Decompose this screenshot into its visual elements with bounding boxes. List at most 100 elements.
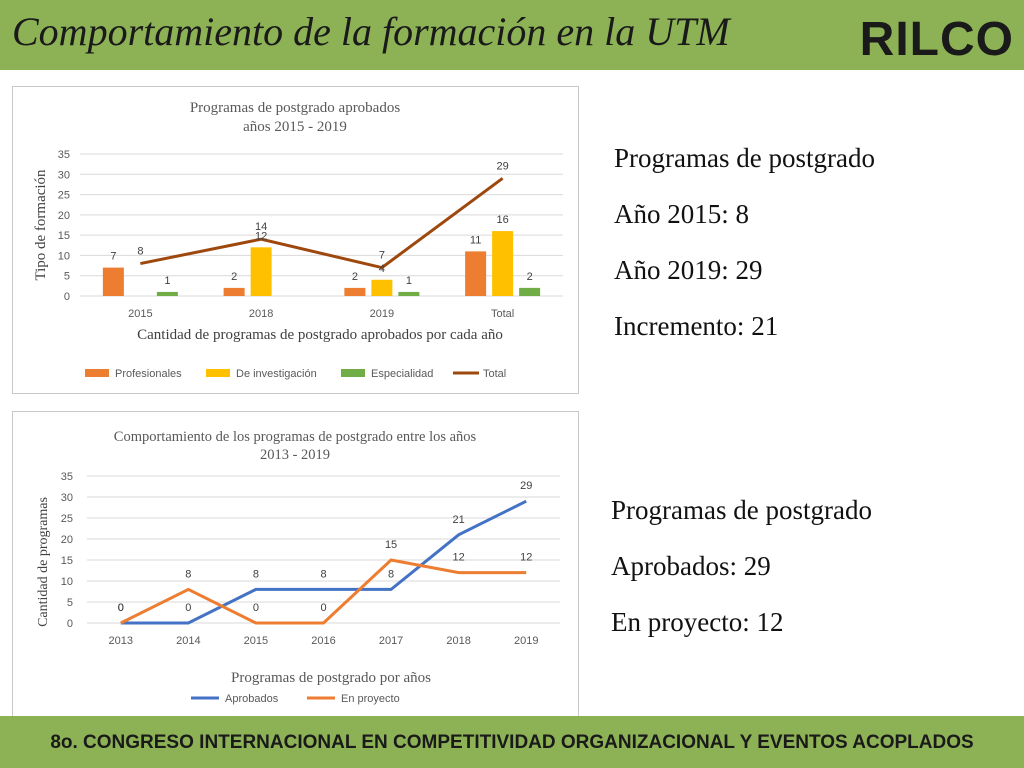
chart1-legend-label: Especialidad [371, 368, 433, 380]
chart1-bar-label: 11 [470, 234, 481, 246]
chart2-point-label: 15 [385, 539, 397, 551]
chart2-subtitle: 2013 - 2019 [260, 447, 330, 463]
chart1-xtick-label: 2019 [370, 308, 394, 320]
chart2-point-label: 8 [320, 568, 326, 580]
chart2-point-label: 0 [118, 602, 124, 614]
page-title: Comportamiento de la formación en la UTM [12, 9, 730, 54]
chart2-ytick-label: 35 [61, 471, 73, 483]
chart1-legend-label: Profesionales [115, 368, 182, 380]
chart2-point-label: 0 [320, 602, 326, 614]
summary-panel-1: Programas de postgrado Año 2015: 8 Año 2… [614, 130, 875, 354]
chart1-ytick-label: 0 [64, 291, 70, 303]
chart2-point-label: 8 [388, 568, 394, 580]
chart2-xtick-label: 2013 [109, 635, 133, 647]
chart2-xtick-label: 2015 [244, 635, 268, 647]
footer-text: 8o. CONGRESO INTERNACIONAL EN COMPETITIV… [50, 732, 974, 753]
summary-2-line-2: Aprobados: 29 [611, 551, 771, 581]
chart1-ytick-label: 15 [58, 230, 70, 242]
chart2-point-label: 21 [453, 514, 465, 526]
chart-programas-aprobados: Programas de postgrado aprobados años 20… [12, 86, 579, 394]
chart1-bar-label: 1 [406, 275, 412, 287]
summary-2-line-1: Programas de postgrado [611, 495, 872, 525]
chart1-bar-label: 2 [352, 271, 358, 283]
chart2-legend-label: En proyecto [341, 693, 400, 705]
chart2-xtick-label: 2019 [514, 635, 538, 647]
chart2-ytick-label: 25 [61, 513, 73, 525]
chart1-line-label: 14 [255, 221, 267, 233]
summary-panel-2: Programas de postgrado Aprobados: 29 En … [611, 482, 872, 650]
chart1-bar [465, 251, 487, 296]
chart2-point-label: 0 [253, 602, 259, 614]
chart1-bar-label: 7 [110, 251, 116, 263]
chart1-bar-label: 12 [255, 230, 267, 242]
chart1-bar [156, 291, 178, 296]
chart1-line-label: 29 [497, 160, 509, 172]
chart1-legend-label: De investigación [236, 368, 317, 380]
chart2-point-label: 8 [253, 568, 259, 580]
chart1-total-line [140, 177, 504, 270]
chart1-line-label: 8 [137, 246, 143, 258]
chart1-ytick-label: 25 [58, 190, 70, 202]
chart1-bar [371, 279, 393, 296]
chart1-bar [398, 291, 420, 296]
chart1-ytick-label: 5 [64, 271, 70, 283]
chart1-title: Programas de postgrado aprobados [190, 100, 401, 116]
chart1-bar [223, 287, 245, 296]
chart2-xtick-label: 2014 [176, 635, 200, 647]
chart2-ylabel: Cantidad de programas [36, 497, 51, 627]
summary-1-line-2: Año 2015: 8 [614, 199, 749, 229]
chart-comportamiento-programas: Comportamiento de los programas de postg… [12, 411, 579, 720]
chart1-bar [344, 287, 366, 296]
chart1-ytick-label: 30 [58, 169, 70, 181]
chart2-series-line [120, 499, 527, 625]
chart2-legend-label: Aprobados [225, 693, 279, 705]
chart2-ytick-label: 5 [67, 597, 73, 609]
chart2-ytick-label: 20 [61, 534, 73, 546]
chart1-ytick-label: 20 [58, 210, 70, 222]
chart1-bar-label: 2 [231, 271, 237, 283]
chart2-point-label: 29 [520, 480, 532, 492]
chart2-point-label: 0 [118, 602, 124, 614]
chart2-point-label: 12 [453, 552, 465, 564]
footer-bar: 8o. CONGRESO INTERNACIONAL EN COMPETITIV… [0, 716, 1024, 768]
chart1-legend-swatch [85, 369, 109, 377]
chart1-ytick-label: 35 [58, 149, 70, 161]
chart1-bar-label: 2 [527, 271, 533, 283]
chart1-bar [102, 267, 124, 296]
chart1-ylabel: Tipo de formación [33, 169, 49, 281]
header-bar: Comportamiento de la formación en la UTM… [0, 0, 1024, 70]
chart1-bar [519, 287, 541, 296]
chart2-ytick-label: 15 [61, 555, 73, 567]
chart2-xtick-label: 2017 [379, 635, 403, 647]
chart1-bar [492, 231, 514, 296]
line-chart-svg: Comportamiento de los programas de postg… [36, 429, 560, 705]
chart1-legend-swatch [206, 369, 230, 377]
chart1-bar-label: 1 [164, 275, 170, 287]
chart2-xtick-label: 2018 [446, 635, 470, 647]
summary-2-line-3: En proyecto: 12 [611, 607, 784, 637]
chart2-series-line [120, 558, 527, 625]
chart1-xtick-label: 2015 [128, 308, 152, 320]
summary-1-line-4: Incremento: 21 [614, 311, 779, 341]
chart1-xlabel: Cantidad de programas de postgrado aprob… [137, 327, 503, 343]
chart2-ytick-label: 0 [67, 618, 73, 630]
chart1-ytick-label: 10 [58, 250, 70, 262]
chart1-subtitle: años 2015 - 2019 [243, 119, 347, 135]
chart2-point-label: 12 [520, 552, 532, 564]
summary-1-line-3: Año 2019: 29 [614, 255, 763, 285]
chart2-xlabel: Programas de postgrado por años [231, 670, 431, 686]
chart1-legend-label: Total [483, 368, 506, 380]
chart2-title: Comportamiento de los programas de postg… [114, 429, 477, 445]
chart2-xtick-label: 2016 [311, 635, 335, 647]
chart1-xtick-label: Total [491, 308, 514, 320]
chart1-xtick-label: 2018 [249, 308, 273, 320]
chart1-bar [250, 247, 272, 296]
chart1-legend-swatch [341, 369, 365, 377]
chart2-point-label: 0 [185, 602, 191, 614]
chart1-bar-label: 4 [379, 263, 385, 275]
summary-1-line-1: Programas de postgrado [614, 143, 875, 173]
chart2-ytick-label: 10 [61, 576, 73, 588]
rilco-logo: RILCO [859, 13, 1014, 66]
chart1-line-label: 7 [379, 250, 385, 262]
bar-chart-svg: Programas de postgrado aprobados años 20… [33, 100, 563, 380]
